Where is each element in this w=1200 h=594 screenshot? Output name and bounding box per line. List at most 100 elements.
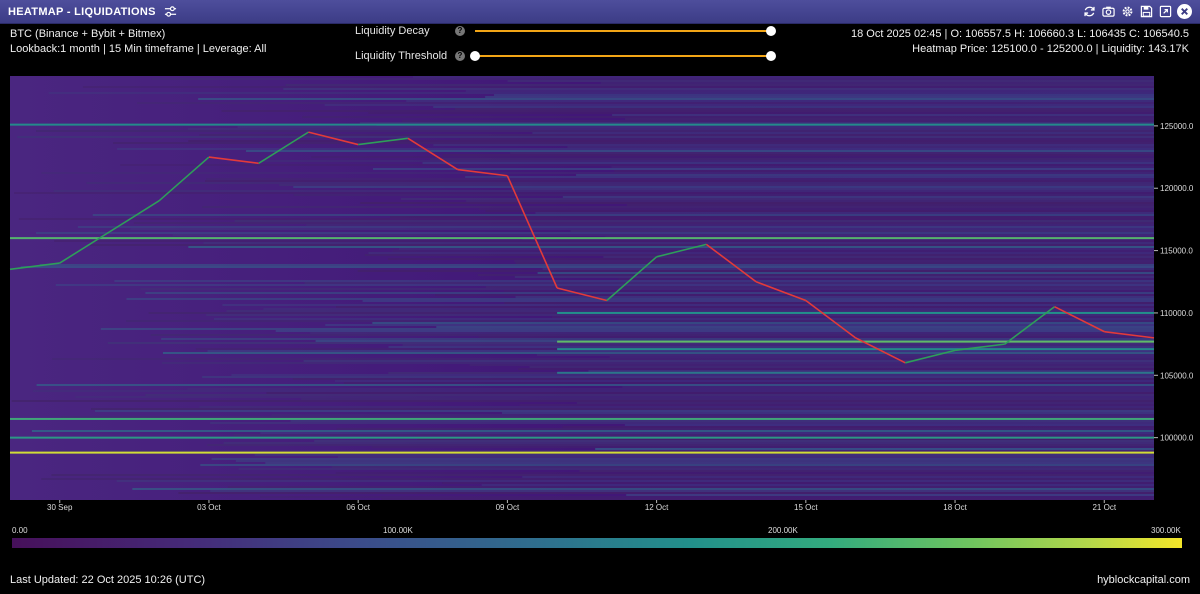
liquidity-threshold-max-thumb[interactable] [766, 51, 776, 61]
heatmap-band [207, 350, 1154, 352]
price-segment [1054, 305, 1105, 333]
heatmap-band [211, 458, 1154, 460]
heatmap-band [324, 104, 1155, 106]
heatmap-band [254, 454, 1154, 456]
heatmap-band [223, 442, 1154, 444]
heatmap-band [271, 414, 1155, 416]
heatmap-band [133, 222, 1154, 224]
heatmap-band [187, 128, 1155, 130]
refresh-icon[interactable] [1082, 4, 1097, 19]
heatmap-chart[interactable]: 125000.0 120000.0 115000.0 110000.0 105000.0… [0, 76, 1200, 516]
heatmap-band [387, 258, 1154, 260]
heatmap-band [304, 282, 1154, 284]
liquidity-threshold-min-thumb[interactable] [470, 51, 480, 61]
heatmap-band [551, 316, 1154, 318]
liquidity-threshold-slider[interactable] [470, 51, 776, 61]
heatmap-band [401, 120, 1155, 122]
heatmap-band [246, 150, 1154, 152]
save-icon[interactable] [1139, 4, 1154, 19]
heatmap-band [501, 412, 1155, 414]
heatmap-band [412, 76, 1154, 78]
heatmap-band [388, 346, 1154, 348]
heatmap-band [372, 322, 1154, 324]
heatmap-band [263, 308, 1154, 310]
heatmap-band [459, 138, 1155, 140]
heatmap-band [357, 270, 1154, 272]
heatmap-band [368, 252, 1154, 254]
price-segment [506, 175, 558, 289]
heatmap-band [41, 172, 1154, 174]
colorbar-tick: 200.00K [768, 526, 798, 535]
price-segment [656, 243, 707, 258]
x-tick-label: 06 Oct [346, 503, 370, 512]
heatmap-band [283, 88, 1154, 90]
heatmap-band [200, 464, 1154, 466]
liquidity-decay-help-icon[interactable]: ? [455, 26, 465, 36]
heatmap-band [20, 266, 1154, 268]
heatmap-band [213, 318, 1154, 320]
heatmap-band [290, 420, 1154, 422]
liquidity-level [557, 311, 1154, 314]
close-icon[interactable] [1177, 4, 1192, 19]
expand-icon[interactable] [1158, 4, 1173, 19]
heatmap-svg[interactable]: 125000.0 120000.0 115000.0 110000.0 105000.0… [0, 76, 1200, 516]
heatmap-band [130, 228, 1154, 230]
gear-icon[interactable] [1120, 4, 1135, 19]
heatmap-band [368, 112, 1154, 114]
colorbar-tick: 0.00 [12, 526, 28, 535]
heatmap-band [430, 158, 1154, 160]
liquidity-decay-thumb[interactable] [766, 26, 776, 36]
heatmap-band [493, 94, 1155, 96]
heatmap-band [113, 142, 1155, 144]
heatmap-band [532, 132, 1154, 134]
liquidity-decay-slider[interactable] [475, 26, 776, 36]
price-segment [208, 156, 259, 165]
heatmap-band [238, 468, 1155, 470]
ohlc-info: 18 Oct 2025 02:45 | O: 106557.5 H: 10666… [851, 27, 1189, 57]
heatmap-band [510, 152, 1154, 154]
liquidity-threshold-help-icon[interactable]: ? [455, 51, 465, 61]
liquidity-level [10, 417, 1154, 420]
heatmap-band [210, 490, 1154, 492]
price-segment [805, 299, 857, 339]
price-segment [755, 281, 807, 302]
heatmap-band [279, 184, 1154, 186]
sliders-settings-icon[interactable] [164, 5, 178, 19]
price-segment [855, 337, 906, 364]
heatmap-band [343, 382, 1154, 384]
heatmap-band [39, 264, 1154, 266]
heatmap-band [311, 156, 1154, 158]
price-segment [258, 131, 309, 164]
heatmap-band [567, 146, 1154, 148]
heatmap-band [117, 148, 1155, 150]
brand-link[interactable]: hyblockcapital.com [1097, 574, 1190, 586]
heatmap-band [518, 368, 1154, 370]
heatmap-band [203, 242, 1154, 244]
heatmap-band [336, 428, 1155, 430]
heatmap-band [231, 374, 1154, 376]
heatmap-band [54, 240, 1154, 242]
liquidity-threshold-control: Liquidity Threshold ? [355, 50, 776, 62]
heatmap-band [372, 168, 1154, 170]
y-axis-ticks: 125000.0 120000.0 115000.0 110000.0 105000.0… [1154, 122, 1194, 443]
price-segment [556, 287, 608, 302]
x-tick-label: 30 Sep [47, 503, 73, 512]
heatmap-band [522, 476, 1154, 478]
liquidity-levels [10, 123, 1154, 454]
heatmap-band [207, 444, 1154, 446]
heatmap-band [515, 296, 1154, 298]
heatmap-band [221, 110, 1154, 112]
heatmap-band [36, 384, 1154, 386]
heatmap-band [303, 360, 1155, 362]
heatmap-band [75, 396, 1154, 398]
heatmap-band [172, 234, 1154, 236]
heatmap-band [86, 182, 1155, 184]
heatmap-band [222, 304, 1154, 306]
heatmap-band [36, 130, 1154, 132]
heatmap-band [469, 364, 1154, 366]
heatmap-band [588, 370, 1154, 372]
heatmap-band [595, 448, 1154, 450]
heatmap-band [42, 450, 1154, 452]
camera-icon[interactable] [1101, 4, 1116, 19]
heatmap-band [41, 478, 1154, 480]
